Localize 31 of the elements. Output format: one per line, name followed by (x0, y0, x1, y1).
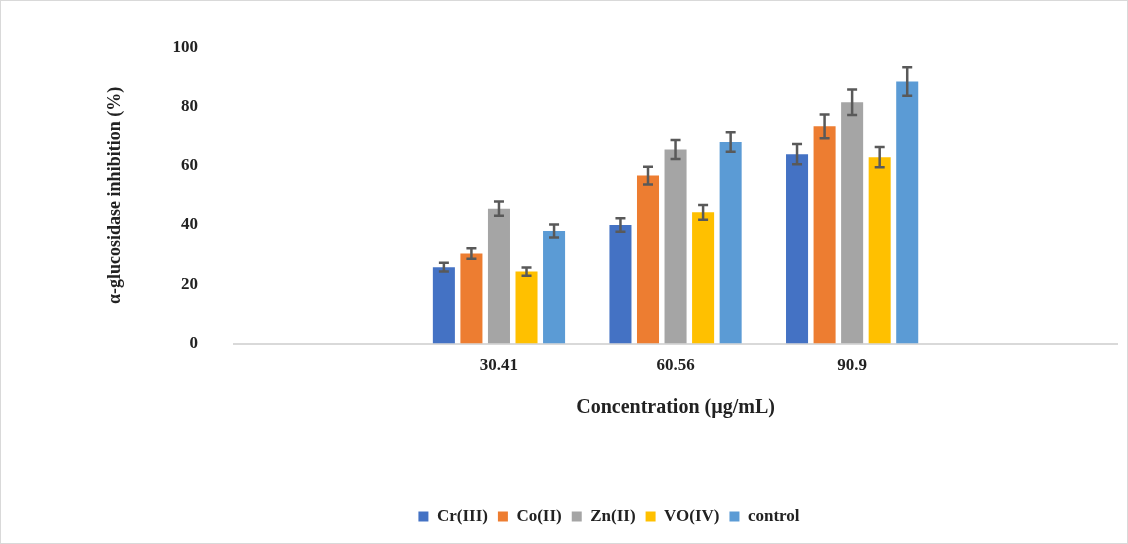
bar (896, 81, 919, 344)
y-tick-label: 20 (181, 273, 199, 293)
x-tick-label: 90.9 (837, 355, 868, 375)
legend-label: Co(II) (516, 505, 562, 525)
bar (719, 142, 742, 344)
bar (786, 154, 809, 344)
bar (515, 271, 538, 344)
legend-label: control (747, 505, 800, 525)
bar (664, 149, 687, 344)
y-tick-label: 100 (172, 36, 199, 56)
bar (543, 230, 566, 344)
bar (813, 126, 836, 344)
bar (868, 157, 891, 344)
y-tick-label: 0 (189, 332, 199, 352)
bar (841, 102, 864, 344)
bar (692, 212, 715, 344)
y-tick-label: 60 (181, 155, 199, 175)
x-tick-label: 30.41 (479, 355, 519, 375)
y-tick-label: 40 (181, 214, 199, 234)
legend-label: VO(IV) (664, 505, 720, 525)
legend-label: Cr(III) (436, 505, 488, 525)
bar (432, 267, 455, 344)
y-axis-title: α-glucosidase inhibition (%) (104, 86, 126, 304)
bar (460, 253, 483, 344)
bar (487, 208, 510, 344)
y-tick-label: 80 (181, 95, 199, 115)
x-axis-title: Concentration (µg/mL) (576, 395, 775, 419)
x-tick-label: 60.56 (656, 355, 695, 375)
bar (609, 225, 632, 344)
legend-label: Zn(II) (590, 505, 636, 525)
bar (636, 175, 660, 344)
